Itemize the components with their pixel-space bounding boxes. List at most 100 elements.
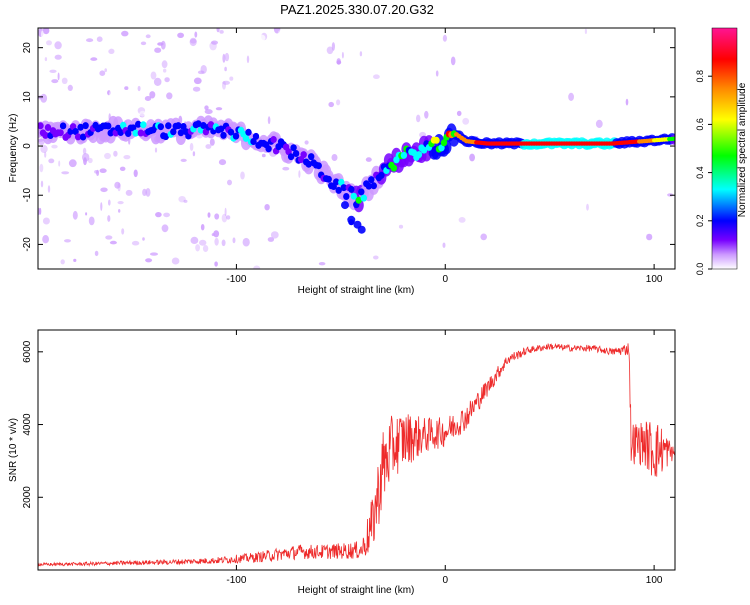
noise-blob: [118, 209, 121, 213]
noise-blob: [217, 33, 221, 41]
snr-panel: -100 0 100 2000 4000 6000 Height of straight …: [8, 329, 676, 596]
noise-blob: [189, 73, 197, 78]
noise-blob: [46, 40, 52, 46]
noise-blob: [38, 222, 43, 230]
noise-blob: [188, 48, 197, 55]
noise-blob: [54, 54, 62, 60]
noise-blob: [344, 262, 347, 268]
noise-blob: [199, 239, 207, 246]
spectrogram-background: [38, 28, 675, 269]
noise-blob: [207, 212, 211, 218]
ridge-point: [82, 122, 89, 130]
ridge-point: [287, 153, 295, 161]
ridge-point: [157, 123, 164, 131]
noise-blob: [261, 153, 266, 158]
noise-blob: [367, 138, 370, 142]
noise-blob: [207, 260, 215, 266]
branch-peak: [348, 219, 355, 226]
ridge-point: [117, 129, 124, 136]
noise-blob: [96, 169, 100, 176]
noise-blob: [200, 65, 207, 74]
noise-blob: [450, 56, 456, 66]
ridge-point: [350, 192, 357, 200]
noise-blob: [163, 68, 167, 73]
noise-blob: [42, 28, 50, 35]
ridge-point: [242, 134, 250, 142]
ridge-point: [120, 121, 127, 129]
spectrogram-x-tick-label: 0: [442, 274, 448, 285]
noise-blob: [192, 244, 200, 250]
noise-blob: [99, 168, 107, 173]
noise-blob: [274, 105, 283, 110]
noise-blob: [435, 70, 439, 77]
noise-blob: [535, 75, 537, 83]
ridge-point: [343, 193, 350, 200]
noise-blob: [145, 258, 153, 263]
ridge-point: [400, 151, 408, 159]
spectrogram-frame: [37, 27, 676, 270]
noise-blob: [47, 185, 51, 193]
ridge-point: [135, 120, 142, 128]
noise-blob: [213, 244, 216, 250]
noise-blob: [229, 76, 234, 81]
noise-blob: [221, 239, 226, 247]
spectrogram-x-tick-label: -100: [226, 274, 246, 285]
noise-blob: [38, 207, 41, 215]
noise-blob: [222, 80, 230, 85]
ridge-point: [370, 182, 377, 190]
noise-blob: [267, 237, 275, 242]
noise-blob: [373, 255, 379, 260]
ridge-point: [270, 136, 277, 143]
noise-blob: [121, 228, 125, 235]
noise-blob: [342, 80, 347, 85]
noise-blob: [509, 107, 517, 115]
noise-blob: [119, 166, 126, 171]
ridge-point: [335, 186, 342, 194]
spectrogram-y-tick-label: 20: [22, 42, 33, 54]
snr-axes: -100 0 100 2000 4000 6000: [22, 330, 675, 586]
noise-blob: [133, 169, 138, 178]
noise-blob: [161, 60, 168, 69]
noise-blob: [365, 157, 372, 162]
noise-blob: [146, 231, 154, 239]
ridge-point: [177, 129, 185, 137]
noise-blob: [46, 45, 52, 51]
noise-blob: [149, 91, 156, 99]
spectrogram-marks: [38, 28, 675, 269]
snr-y-tick-label: 4000: [22, 413, 33, 436]
noise-blob: [192, 86, 201, 92]
colorbar-gradient: [712, 28, 737, 269]
ridge-point: [232, 132, 240, 140]
noise-blob: [373, 74, 380, 79]
noise-blob: [328, 101, 335, 108]
noise-blob: [573, 188, 577, 192]
noise-blob: [209, 138, 215, 146]
noise-blob: [211, 40, 218, 45]
noise-blob: [154, 147, 158, 153]
spectrogram-y-axis-label: Frequency (Hz): [8, 114, 19, 183]
noise-blob: [150, 252, 158, 256]
noise-blob: [571, 122, 576, 128]
ridge-point: [74, 133, 82, 141]
noise-blob: [85, 212, 88, 216]
ridge-point: [170, 128, 177, 136]
noise-blob: [171, 257, 180, 265]
noise-blob: [304, 140, 309, 145]
spectrogram-y-tick-label: -20: [22, 237, 33, 252]
ridge-point: [165, 122, 172, 130]
noise-blob: [131, 240, 140, 246]
noise-blob: [142, 237, 145, 241]
noise-blob: [232, 237, 236, 244]
colorbar-label: Normalized spectral amplitude: [737, 82, 748, 217]
ridge-point: [305, 160, 312, 168]
noise-blob: [336, 99, 341, 106]
spectrogram-y-tick-label: 0: [22, 143, 33, 149]
noise-blob: [64, 239, 71, 243]
ridge-point: [440, 139, 448, 147]
noise-blob: [48, 158, 55, 164]
noise-blob: [57, 72, 60, 81]
noise-blob: [277, 30, 283, 39]
noise-blob: [433, 220, 439, 229]
noise-blob: [73, 258, 77, 262]
